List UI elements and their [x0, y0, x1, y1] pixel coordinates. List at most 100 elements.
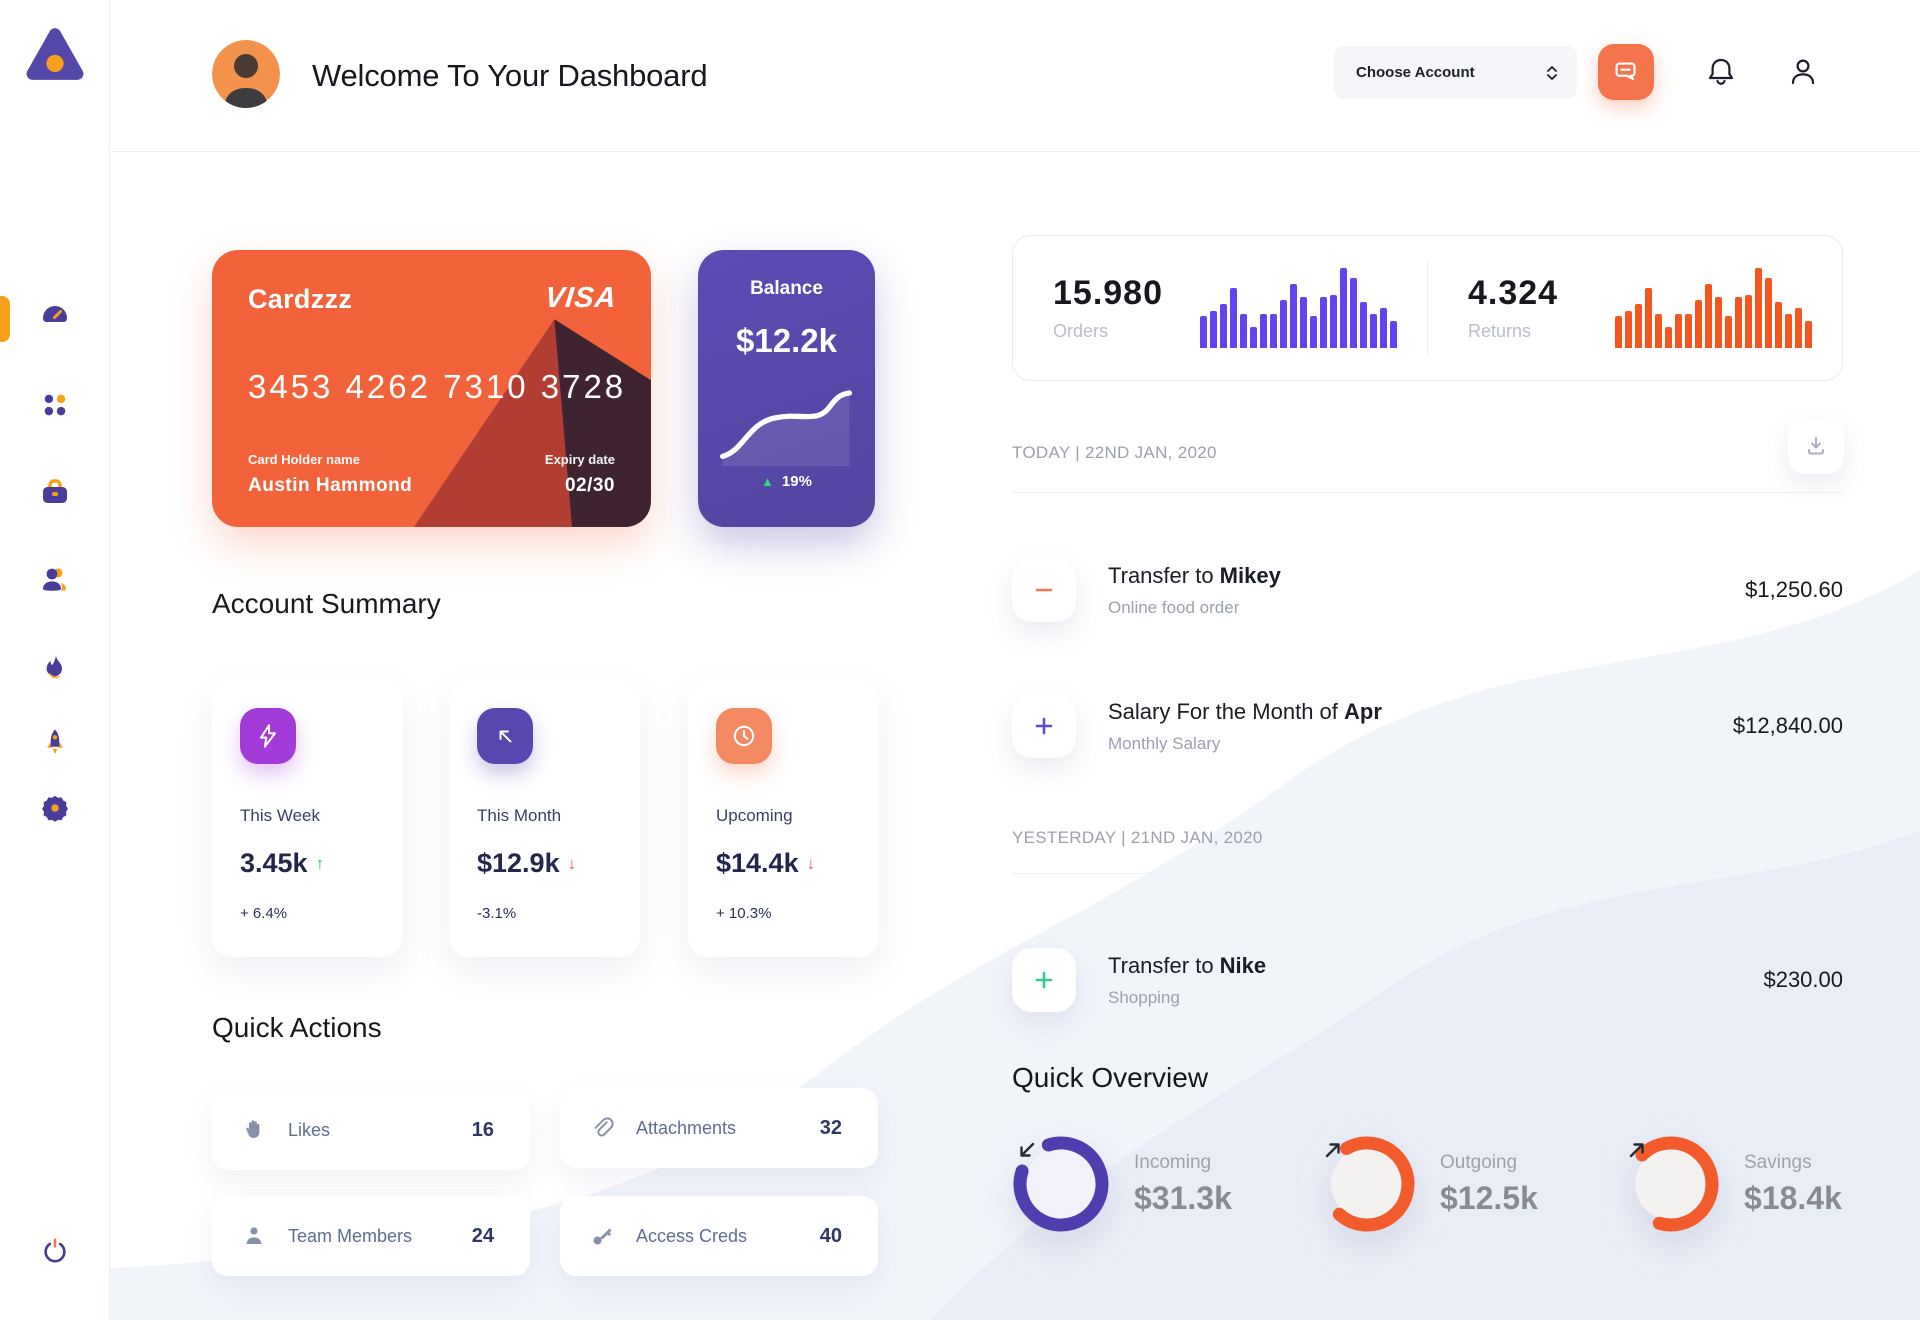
bar — [1625, 311, 1632, 348]
summary-card-this-week[interactable]: This Week 3.45k ↑ + 6.4% — [212, 680, 403, 957]
transaction-title-bold: Nike — [1219, 952, 1267, 978]
account-select[interactable]: Choose Account — [1334, 46, 1577, 99]
bar — [1675, 314, 1682, 348]
sidebar-item-team[interactable] — [38, 563, 72, 597]
balance-card[interactable]: Balance $12.2k ▲ 19% — [698, 250, 875, 527]
bell-icon — [1708, 58, 1734, 85]
credit-card[interactable]: Cardzzz VISA 3453 4262 7310 3728 Card Ho… — [212, 250, 651, 527]
trend-up-icon: ↑ — [315, 853, 325, 873]
bar — [1655, 314, 1662, 348]
bar — [1645, 288, 1652, 348]
download-button[interactable] — [1788, 418, 1844, 474]
bar — [1200, 316, 1207, 348]
overview-outgoing: Outgoing $12.5k — [1318, 1135, 1538, 1233]
bar — [1240, 314, 1247, 348]
transaction-row-nike[interactable]: Transfer to Nike Shopping $230.00 — [1012, 935, 1843, 1025]
key-icon — [593, 1228, 612, 1245]
sidebar-item-settings[interactable] — [38, 791, 72, 825]
transaction-row-salary[interactable]: Salary For the Month of Apr Monthly Sala… — [1012, 681, 1843, 771]
sidebar-item-launch[interactable] — [38, 725, 72, 759]
chat-icon — [1615, 62, 1636, 81]
bar — [1330, 295, 1337, 348]
section-divider — [1012, 492, 1843, 493]
summary-value: $14.4k — [716, 848, 799, 878]
arrow-up-left-icon — [477, 708, 533, 764]
member-icon — [246, 1227, 262, 1244]
briefcase-icon — [42, 479, 67, 503]
speedometer-icon — [42, 306, 67, 322]
date-label-today: TODAY | 22ND JAN, 2020 — [1012, 443, 1217, 462]
bar — [1775, 301, 1782, 348]
transaction-amount: $230.00 — [1763, 967, 1843, 992]
logo-triangle — [26, 28, 83, 80]
orders-bar-chart — [1200, 268, 1397, 348]
clock-icon — [716, 708, 772, 764]
quick-action-label: Team Members — [288, 1225, 413, 1246]
bar — [1380, 308, 1387, 348]
quick-action-count: 24 — [471, 1224, 494, 1247]
summary-card-this-month[interactable]: This Month $12.9k ↓ -3.1% — [449, 680, 640, 957]
notifications-button[interactable] — [1706, 56, 1736, 93]
overview-value: $12.5k — [1440, 1179, 1538, 1216]
summary-change: + 10.3% — [716, 905, 772, 922]
card-expiry-label: Expiry date — [544, 452, 615, 467]
sidebar-item-apps[interactable] — [38, 388, 72, 422]
messages-button[interactable] — [1598, 44, 1654, 100]
quick-action-attachments[interactable]: Attachments 32 — [560, 1088, 878, 1168]
balance-trend-chart — [719, 390, 852, 466]
bar — [1685, 314, 1692, 348]
quick-action-label: Likes — [288, 1119, 331, 1140]
logout-power-button[interactable] — [40, 1236, 70, 1271]
transaction-title-prefix: Transfer to — [1108, 562, 1220, 588]
header-divider — [110, 151, 1920, 152]
summary-card-upcoming[interactable]: Upcoming $14.4k ↓ + 10.3% — [688, 680, 879, 957]
quick-action-likes[interactable]: Likes 16 — [212, 1090, 530, 1170]
summary-value: 3.45k — [240, 848, 308, 878]
trend-down-icon: ↓ — [806, 853, 816, 873]
bar — [1725, 316, 1732, 348]
sidebar-active-indicator — [0, 296, 10, 342]
grid-dots-icon — [44, 394, 65, 416]
quick-action-team-members[interactable]: Team Members 24 — [212, 1196, 530, 1276]
date-label-yesterday: YESTERDAY | 21ND JAN, 2020 — [1012, 828, 1263, 847]
logo-dot — [45, 54, 64, 73]
profile-button[interactable] — [1788, 56, 1818, 93]
quick-action-count: 16 — [471, 1118, 494, 1141]
summary-change: + 6.4% — [240, 905, 288, 922]
app-logo[interactable] — [24, 24, 86, 89]
card-number: 3453 4262 7310 3728 — [248, 368, 627, 405]
bar — [1615, 316, 1622, 348]
visa-logo: VISA — [543, 282, 619, 314]
flame-icon — [46, 655, 62, 679]
returns-stat: 4.324 Returns — [1428, 236, 1842, 380]
bar — [1310, 316, 1317, 348]
bolt-icon — [240, 708, 296, 764]
sidebar-item-activity[interactable] — [38, 651, 72, 685]
bar — [1715, 296, 1722, 348]
transaction-subtitle: Online food order — [1108, 597, 1240, 617]
returns-bar-chart — [1615, 268, 1812, 348]
bar — [1340, 268, 1347, 348]
bar — [1745, 295, 1752, 348]
balance-up-arrow-icon: ▲ — [761, 474, 774, 489]
user-avatar[interactable] — [212, 40, 280, 108]
overview-savings: Savings $18.4k — [1622, 1135, 1842, 1233]
account-select-label: Choose Account — [1356, 64, 1475, 81]
hand-clap-icon — [246, 1120, 260, 1138]
bar — [1805, 320, 1812, 348]
quick-action-access-creds[interactable]: Access Creds 40 — [560, 1196, 878, 1276]
sidebar-item-portfolio[interactable] — [38, 475, 72, 509]
summary-label: This Week — [240, 806, 320, 825]
bar — [1300, 296, 1307, 348]
transaction-minus-icon — [1012, 558, 1076, 622]
card-expiry: 02/30 — [564, 475, 615, 496]
sidebar-item-dashboard[interactable] — [38, 299, 72, 333]
quick-action-count: 40 — [819, 1224, 842, 1247]
bar — [1360, 301, 1367, 348]
summary-value: $12.9k — [477, 848, 560, 878]
bar — [1320, 296, 1327, 348]
transaction-plus-icon — [1012, 694, 1076, 758]
transaction-row-mikey[interactable]: Transfer to Mikey Online food order $1,2… — [1012, 545, 1843, 635]
users-icon — [42, 568, 66, 591]
bar — [1250, 327, 1257, 348]
